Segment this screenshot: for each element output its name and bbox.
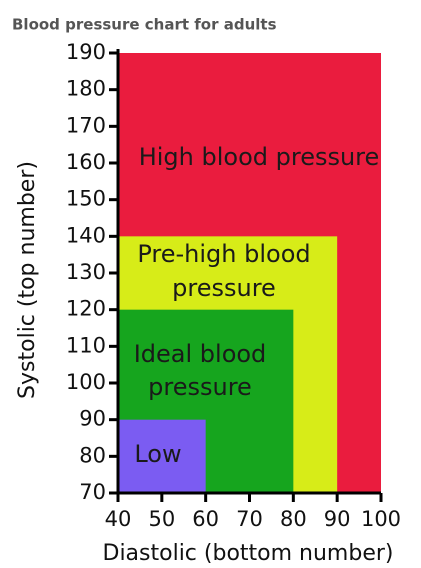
x-tick-label: 50 <box>148 507 175 531</box>
y-tick-label: 90 <box>79 407 106 431</box>
x-tick-label: 70 <box>236 507 263 531</box>
x-tick-label: 90 <box>324 507 351 531</box>
y-tick-label: 110 <box>66 333 106 357</box>
x-tick-label: 100 <box>361 507 401 531</box>
y-tick-label: 170 <box>66 113 106 137</box>
region-label: Pre-high blood <box>137 240 310 268</box>
x-tick-label: 40 <box>105 507 132 531</box>
region-label: pressure <box>172 274 276 302</box>
y-tick-label: 140 <box>66 223 106 247</box>
y-tick-label: 80 <box>79 443 106 467</box>
region-label: Ideal blood <box>134 340 267 368</box>
x-axis-label: Diastolic (bottom number) <box>103 541 394 566</box>
y-tick-label: 160 <box>66 150 106 174</box>
y-tick-label: 100 <box>66 370 106 394</box>
region-label: pressure <box>148 373 252 401</box>
y-tick-label: 150 <box>66 187 106 211</box>
y-axis-label: Systolic (top number) <box>15 161 40 399</box>
region-label: Low <box>134 440 181 468</box>
y-tick-label: 70 <box>79 480 106 504</box>
y-tick-label: 130 <box>66 260 106 284</box>
region-label: High blood pressure <box>139 143 380 171</box>
y-tick-label: 190 <box>66 40 106 64</box>
chart-title: Blood pressure chart for adults <box>12 16 277 34</box>
y-tick-label: 120 <box>66 297 106 321</box>
region <box>118 419 206 493</box>
x-tick-label: 80 <box>280 507 307 531</box>
y-tick-label: 180 <box>66 77 106 101</box>
x-tick-label: 60 <box>192 507 219 531</box>
